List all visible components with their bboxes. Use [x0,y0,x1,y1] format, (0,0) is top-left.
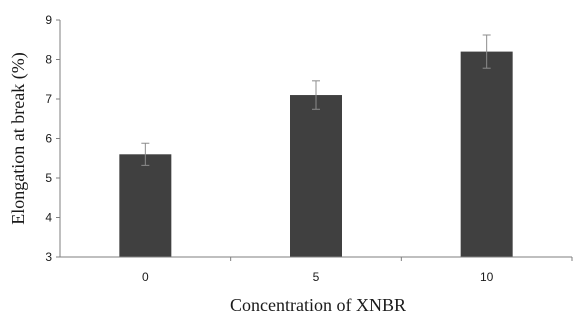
plot-area [119,34,513,257]
y-tick-label: 8 [45,53,52,67]
y-tick-label: 9 [45,13,52,27]
y-tick-label: 3 [45,250,52,264]
x-axis-title: Concentration of XNBR [230,295,406,315]
x-tick-label: 0 [142,270,149,284]
bar-0 [119,154,172,257]
y-tick-label: 7 [45,92,52,106]
y-tick-label: 5 [45,171,52,185]
y-tick-label: 4 [45,211,52,225]
bar-5 [290,95,342,257]
error-bar-10 [482,34,491,69]
y-axis-title: Elongation at break (%) [8,52,29,224]
y-axis-ticks: 3 4 5 6 7 8 9 [45,13,60,264]
bar-10 [460,51,513,257]
y-tick-label: 6 [45,132,52,146]
error-bar-5 [312,80,320,110]
error-bar-0 [141,142,150,166]
x-axis-ticks: 0 5 10 [142,257,573,284]
x-tick-label: 10 [480,270,494,284]
x-tick-label: 5 [313,270,320,284]
